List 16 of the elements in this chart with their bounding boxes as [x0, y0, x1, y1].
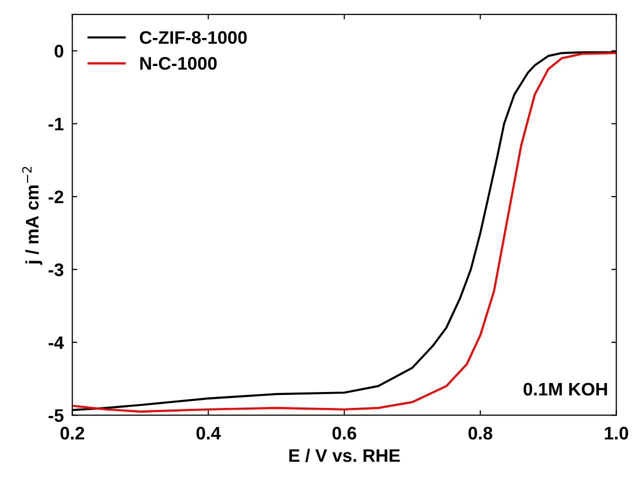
y-tick-label: -3	[48, 263, 64, 276]
annotation: 0.1M KOH	[524, 382, 607, 396]
x-tick-label: 1.0	[604, 426, 628, 440]
y-tick-label: -5	[48, 409, 64, 422]
legend-label: C-ZIF-8-1000	[140, 31, 247, 44]
x-axis-title: E / V vs. RHE	[289, 448, 400, 462]
y-tick-label: -2	[48, 190, 64, 204]
y-tick-label: -1	[48, 118, 64, 130]
x-tick-label: 0.6	[332, 426, 356, 440]
legend-label: N-C-1000	[140, 56, 217, 70]
x-tick-label: 0.2	[60, 426, 84, 440]
y-tick-label: -4	[48, 336, 64, 349]
y-tick-label: 0	[54, 44, 64, 58]
y-axis-title: j / mA cm$^{−2}$	[22, 166, 42, 265]
x-tick-label: 0.8	[468, 426, 492, 440]
x-tick-label: 0.4	[196, 426, 221, 440]
